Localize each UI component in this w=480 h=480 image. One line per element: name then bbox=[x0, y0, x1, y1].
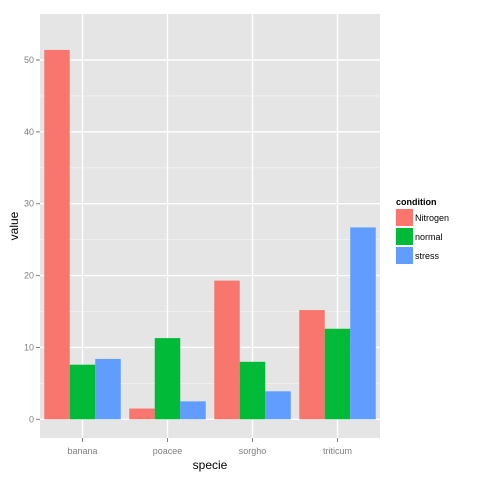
x-tick-label: triticum bbox=[323, 446, 352, 456]
y-tick-label: 50 bbox=[24, 55, 34, 65]
y-axis-ticks: 0 10 20 30 40 50 bbox=[24, 55, 40, 424]
bar-nitrogen-banana bbox=[44, 49, 70, 420]
y-tick-label: 30 bbox=[24, 199, 34, 209]
bars bbox=[44, 49, 376, 420]
legend-key-normal bbox=[396, 228, 413, 245]
legend-title: condition bbox=[396, 197, 437, 207]
bar-stress-banana bbox=[95, 358, 121, 420]
legend-label: stress bbox=[415, 251, 440, 261]
x-tick-label: sorgho bbox=[239, 446, 267, 456]
bar-normal-sorgho bbox=[239, 361, 266, 420]
bar-nitrogen-poacee bbox=[129, 408, 155, 420]
bar-normal-banana bbox=[69, 364, 96, 420]
legend-label: Nitrogen bbox=[415, 213, 449, 223]
y-axis-title: value bbox=[7, 211, 21, 240]
bar-normal-poacee bbox=[154, 338, 181, 420]
y-tick-label: 10 bbox=[24, 342, 34, 352]
legend: condition Nitrogen normal stress bbox=[396, 197, 449, 264]
x-tick-label: banana bbox=[67, 446, 97, 456]
y-tick-label: 0 bbox=[29, 414, 34, 424]
x-axis-title: specie bbox=[193, 458, 228, 472]
x-tick-label: poacee bbox=[153, 446, 183, 456]
y-tick-label: 20 bbox=[24, 271, 34, 281]
bar-stress-sorgho bbox=[265, 391, 291, 420]
bar-stress-poacee bbox=[180, 401, 206, 420]
legend-key-stress bbox=[396, 247, 413, 264]
bar-stress-triticum bbox=[350, 227, 376, 420]
bar-nitrogen-sorgho bbox=[214, 280, 240, 420]
legend-label: normal bbox=[415, 232, 443, 242]
bar-nitrogen-triticum bbox=[299, 310, 325, 420]
y-tick-label: 40 bbox=[24, 127, 34, 137]
bar-normal-triticum bbox=[324, 328, 351, 420]
grid-lines bbox=[40, 14, 380, 438]
x-axis-ticks: banana poacee sorgho triticum bbox=[67, 438, 352, 456]
legend-key-nitrogen bbox=[396, 209, 413, 226]
